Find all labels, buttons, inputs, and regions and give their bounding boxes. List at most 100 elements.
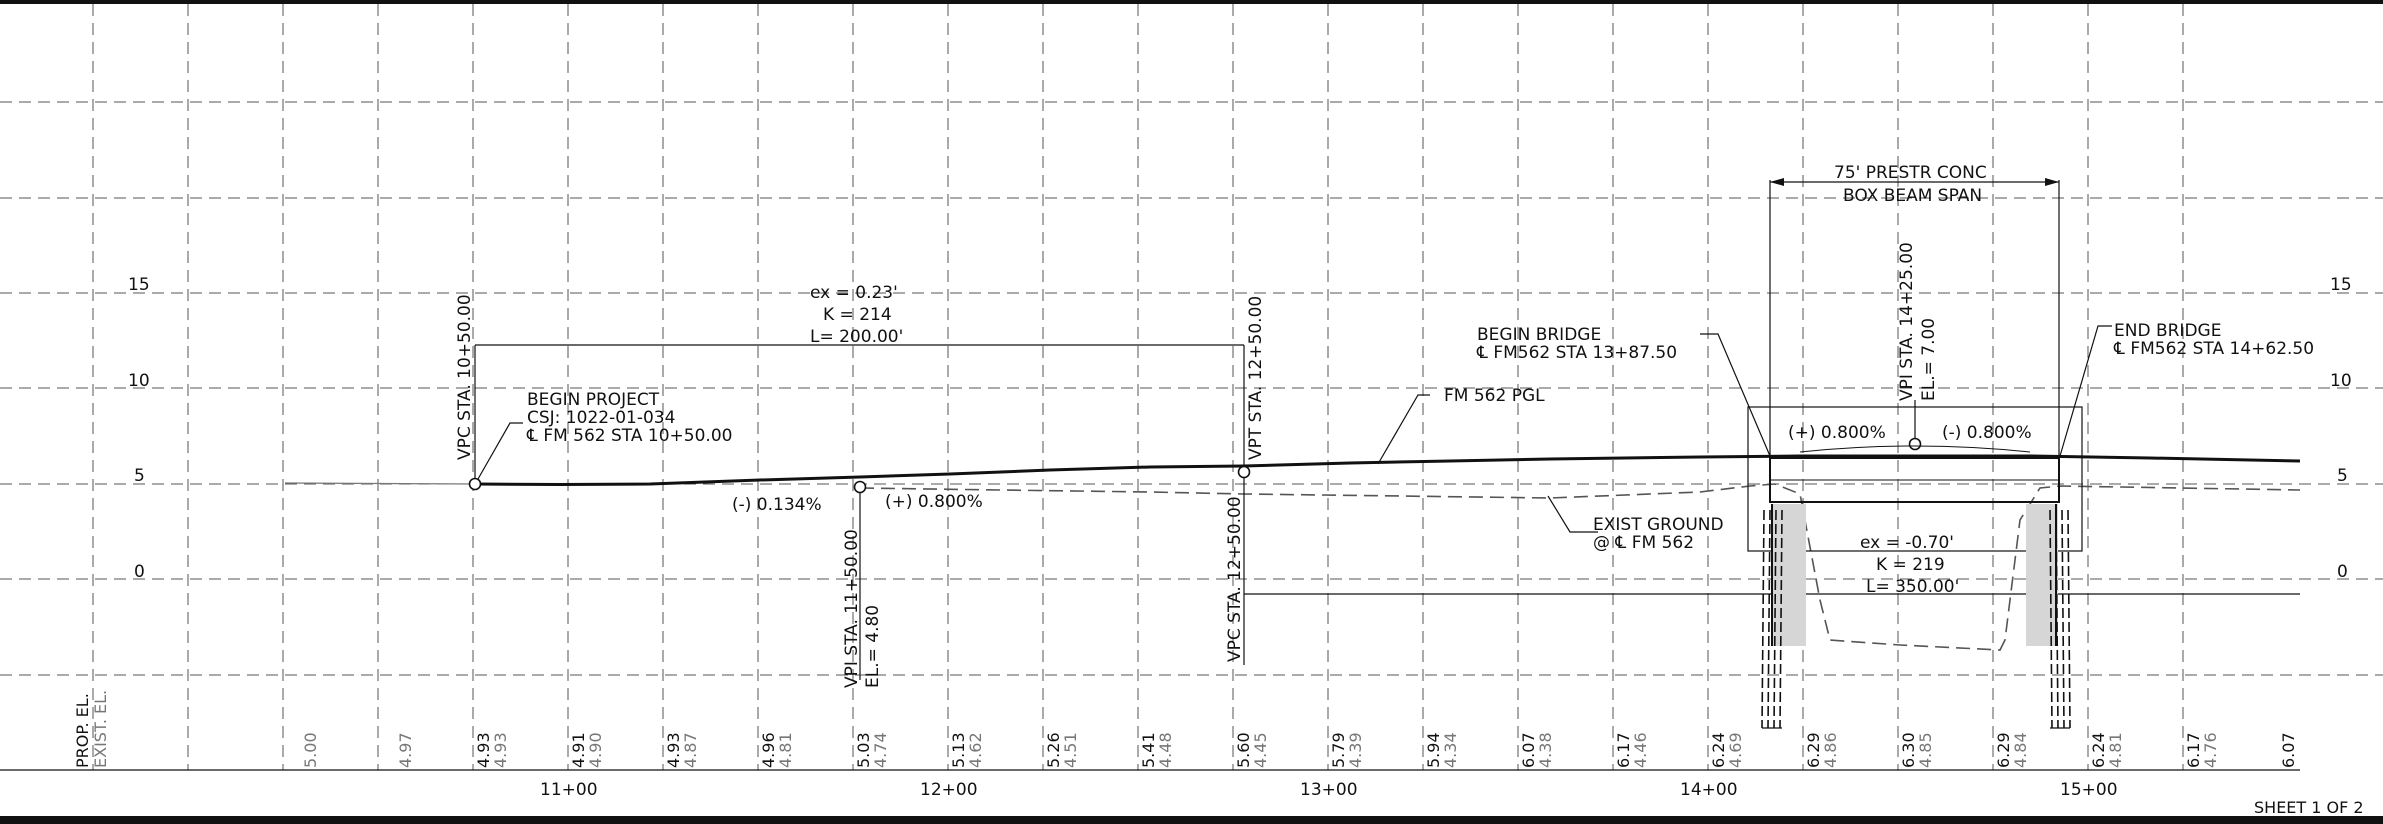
prop-elevation-value: 5.41 bbox=[1139, 732, 1158, 768]
exist-elevation-value: 4.81 bbox=[776, 732, 795, 768]
y-axis-right: 15 10 5 0 bbox=[2330, 275, 2352, 582]
leader-lines bbox=[477, 325, 2112, 533]
annotations: VPC STA. 10+50.00 BEGIN PROJECT CSJ: 102… bbox=[455, 163, 2314, 688]
csj-label: CSJ: 1022-01-034 bbox=[527, 408, 675, 428]
exist-elevation-value: 4.87 bbox=[681, 732, 700, 768]
prop-elevation-value: 6.07 bbox=[2279, 732, 2298, 768]
exist-elevation-value: 4.38 bbox=[1536, 732, 1555, 768]
station-label: 14+00 bbox=[1680, 780, 1738, 800]
curve1-ex-label: ex = 0.23' bbox=[810, 283, 898, 303]
exist-elevation-value: 4.84 bbox=[2011, 732, 2030, 768]
station-labels: 11+00 12+00 13+00 14+00 15+00 bbox=[540, 780, 2118, 800]
horizontal-gridlines bbox=[0, 101, 2383, 676]
prop-elevation-value: 6.24 bbox=[1709, 732, 1728, 768]
sheet-label: SHEET 1 OF 2 bbox=[2254, 798, 2364, 817]
prop-elevation-value: 4.96 bbox=[759, 732, 778, 768]
begin-project-station-label: ℄ FM 562 STA 10+50.00 bbox=[526, 426, 732, 446]
vpc2-station-label: VPC STA. 12+50.00 bbox=[1225, 496, 1245, 662]
exist-elevation-value: 5.00 bbox=[301, 732, 320, 768]
exist-elevation-value: 4.69 bbox=[1726, 732, 1745, 768]
begin-bridge-station-label: ℄ FM562 STA 13+87.50 bbox=[1476, 343, 1677, 363]
curve2-length-label: L= 350.00' bbox=[1866, 577, 1959, 597]
exist-ground-label: EXIST GROUND bbox=[1593, 515, 1724, 535]
grade-2-label: (+) 0.800% bbox=[885, 492, 983, 512]
exist-elevation-value: 4.74 bbox=[871, 732, 890, 768]
grade-1-label: (-) 0.134% bbox=[732, 495, 822, 515]
bottom-border bbox=[0, 816, 2383, 824]
prop-el-row-label: PROP. EL. bbox=[73, 693, 92, 768]
curve1-length-label: L= 200.00' bbox=[810, 327, 903, 347]
exist-ground-sub-label: @ ℄ FM 562 bbox=[1593, 533, 1694, 553]
row-labels: PROP. EL. EXIST. EL. bbox=[73, 690, 110, 768]
prop-elevation-value: 4.93 bbox=[474, 732, 493, 768]
exist-elevation-value: 4.76 bbox=[2201, 732, 2220, 768]
prop-elevation-value: 6.07 bbox=[1519, 732, 1538, 768]
prop-elevation-value: 4.91 bbox=[569, 732, 588, 768]
prop-elevation-value: 5.94 bbox=[1424, 732, 1443, 768]
exist-elevation-value: 4.90 bbox=[586, 732, 605, 768]
end-bridge-station-label: ℄ FM562 STA 14+62.50 bbox=[2113, 339, 2314, 359]
curve1-k-label: K = 214 bbox=[823, 305, 892, 325]
y-tick-0-right: 0 bbox=[2337, 562, 2348, 582]
station-label: 13+00 bbox=[1300, 780, 1358, 800]
prop-elevation-value: 5.03 bbox=[854, 732, 873, 768]
exist-elevation-value: 4.45 bbox=[1251, 732, 1270, 768]
vpi2-marker bbox=[1908, 437, 1922, 451]
vpi1-station-label: VPI STA. 11+50.00 bbox=[842, 529, 862, 688]
prop-elevation-value: 4.93 bbox=[664, 732, 683, 768]
exist-grade-start bbox=[284, 482, 476, 485]
curve2-k-label: K = 219 bbox=[1876, 555, 1945, 575]
exist-elevation-value: 4.39 bbox=[1346, 732, 1365, 768]
exist-elevation-value: 4.86 bbox=[1821, 732, 1840, 768]
top-border bbox=[0, 0, 2383, 4]
y-tick-15: 15 bbox=[128, 275, 150, 295]
exist-elevation-value: 4.85 bbox=[1916, 732, 1935, 768]
prop-elevation-value: 5.60 bbox=[1234, 732, 1253, 768]
bridge bbox=[1747, 178, 2083, 729]
prop-elevation-value: 6.29 bbox=[1804, 732, 1823, 768]
vpi2-station-label: VPI STA. 14+25.00 bbox=[1897, 242, 1917, 401]
y-tick-15-right: 15 bbox=[2330, 275, 2352, 295]
exist-elevation-value: 4.48 bbox=[1156, 732, 1175, 768]
exist-elevation-value: 4.81 bbox=[2106, 732, 2125, 768]
vpi1-marker bbox=[853, 480, 867, 494]
station-label: 12+00 bbox=[920, 780, 978, 800]
end-abutment-fill bbox=[2026, 504, 2058, 646]
y-tick-5-right: 5 bbox=[2337, 466, 2348, 486]
prop-elevation-value: 6.29 bbox=[1994, 732, 2013, 768]
exist-elevation-value: 4.51 bbox=[1061, 732, 1080, 768]
vpt1-marker bbox=[1237, 465, 1251, 479]
elevation-values: 5.00 4.97 4.934.93 4.914.90 4.934.87 4.964.81… bbox=[301, 732, 2298, 768]
prop-elevation-value: 6.24 bbox=[2089, 732, 2108, 768]
end-bridge-label: END BRIDGE bbox=[2114, 321, 2221, 341]
exist-elevation-value: 4.93 bbox=[491, 732, 510, 768]
begin-project-label: BEGIN PROJECT bbox=[527, 390, 660, 410]
y-tick-5: 5 bbox=[134, 466, 145, 486]
vpc1-marker bbox=[468, 477, 482, 491]
begin-bridge-label: BEGIN BRIDGE bbox=[1477, 325, 1601, 345]
prop-elevation-value: 6.30 bbox=[1899, 732, 1918, 768]
prop-elevation-value: 5.26 bbox=[1044, 732, 1063, 768]
grade-4-label: (-) 0.800% bbox=[1942, 423, 2032, 443]
prop-elevation-value: 5.13 bbox=[949, 732, 968, 768]
exist-el-row-label: EXIST. EL. bbox=[91, 690, 110, 768]
fm562-pgl-line bbox=[474, 454, 2301, 487]
grade-3-label: (+) 0.800% bbox=[1788, 423, 1886, 443]
vertical-gridlines bbox=[92, 4, 2184, 770]
span-label-line2: BOX BEAM SPAN bbox=[1843, 186, 1982, 206]
vpi1-elevation-label: EL.= 4.80 bbox=[863, 605, 883, 688]
prop-elevation-value: 6.17 bbox=[1614, 732, 1633, 768]
vpt1-station-label: VPT STA. 12+50.00 bbox=[1246, 296, 1266, 460]
exist-elevation-value: 4.97 bbox=[396, 732, 415, 768]
vpi2-elevation-label: EL.= 7.00 bbox=[1919, 318, 1939, 401]
exist-elevation-value: 4.46 bbox=[1631, 732, 1650, 768]
station-label: 15+00 bbox=[2060, 780, 2118, 800]
prop-elevation-value: 6.17 bbox=[2184, 732, 2203, 768]
begin-abutment-fill bbox=[1772, 504, 1806, 646]
prop-elevation-value: 5.79 bbox=[1329, 732, 1348, 768]
exist-elevation-value: 4.34 bbox=[1441, 732, 1460, 768]
exist-ground-line bbox=[859, 483, 2301, 651]
y-axis-left: 15 10 5 0 bbox=[128, 275, 150, 582]
span-label-line1: 75' PRESTR CONC bbox=[1834, 163, 1987, 183]
